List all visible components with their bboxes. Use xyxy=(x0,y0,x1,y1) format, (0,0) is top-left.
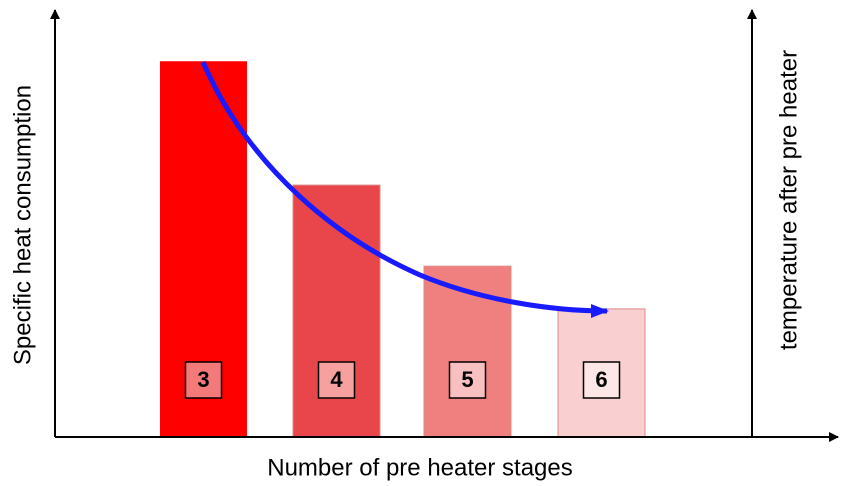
bar xyxy=(423,265,512,438)
category-box xyxy=(448,361,487,399)
category-box xyxy=(582,361,621,399)
y2-axis-title: temperature after pre heater xyxy=(775,50,802,350)
category-box xyxy=(184,361,223,399)
bar xyxy=(292,184,381,438)
x-axis-title: Number of pre heater stages xyxy=(267,454,573,481)
category-label: 3 xyxy=(197,367,209,392)
category-label: 5 xyxy=(461,367,473,392)
category-box xyxy=(317,361,356,399)
trend-arrow xyxy=(200,61,609,318)
category-label: 4 xyxy=(330,367,343,392)
y-axis-title: Specific heat consumption xyxy=(9,85,36,365)
category-label: 6 xyxy=(595,367,607,392)
